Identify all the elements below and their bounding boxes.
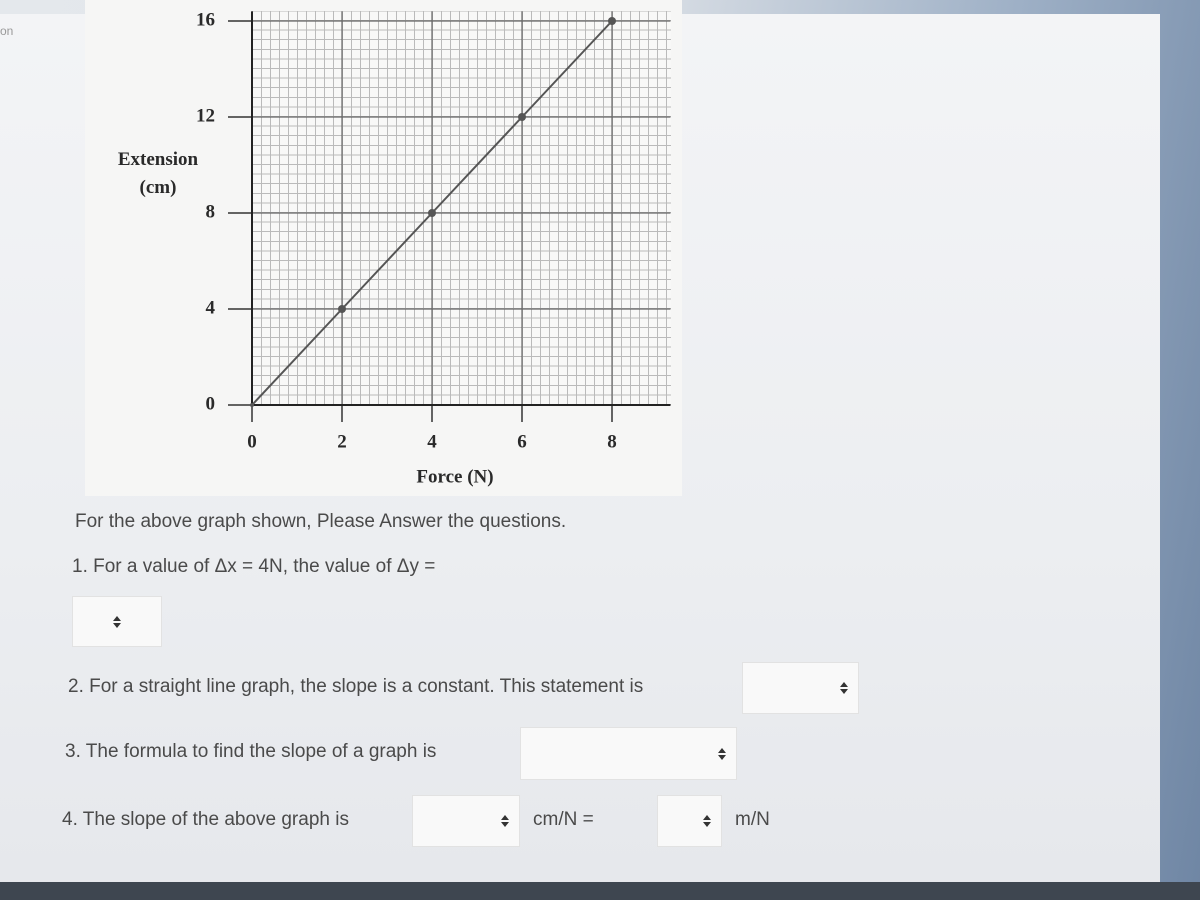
- y-tick-label: 12: [196, 105, 215, 126]
- x-tick-label: 0: [247, 431, 257, 452]
- y-tick-label: 4: [206, 297, 216, 318]
- corner-text: on: [0, 24, 14, 38]
- y-tick-label: 0: [206, 393, 216, 414]
- question-text: 4. The slope of the above graph is: [62, 809, 349, 830]
- data-point: [338, 305, 346, 313]
- answer-select[interactable]: [520, 727, 737, 780]
- x-axis-label: Force (N): [416, 466, 493, 487]
- data-point: [518, 113, 526, 121]
- taskbar: [0, 882, 1200, 900]
- question-text: 1. For a value of Δx = 4N, the value of …: [72, 556, 436, 577]
- x-tick-label: 2: [337, 431, 347, 452]
- intro-text: For the above graph shown, Please Answer…: [75, 511, 567, 532]
- answer-select[interactable]: [412, 795, 520, 847]
- question-text: 2. For a straight line graph, the slope …: [68, 676, 644, 697]
- x-tick-label: 8: [607, 431, 617, 452]
- y-axis-label: Extension (cm): [117, 149, 199, 198]
- y-tick-label: 8: [206, 201, 216, 222]
- y-tick-label: 16: [196, 9, 215, 30]
- data-point: [428, 209, 436, 217]
- data-point: [250, 403, 254, 407]
- chart: Force (N) 0 4 8 12 16 0 2 4 6 8: [196, 9, 671, 487]
- data-point: [608, 17, 616, 25]
- answer-select[interactable]: [72, 596, 162, 647]
- unit-text: cm/N =: [533, 809, 594, 830]
- unit-text: m/N: [735, 809, 770, 830]
- x-tick-label: 4: [427, 431, 437, 452]
- answer-select[interactable]: [742, 662, 859, 714]
- question-text: 3. The formula to find the slope of a gr…: [65, 741, 437, 762]
- answer-select[interactable]: [657, 795, 722, 847]
- graph-paper: [252, 11, 671, 405]
- x-tick-label: 6: [517, 431, 527, 452]
